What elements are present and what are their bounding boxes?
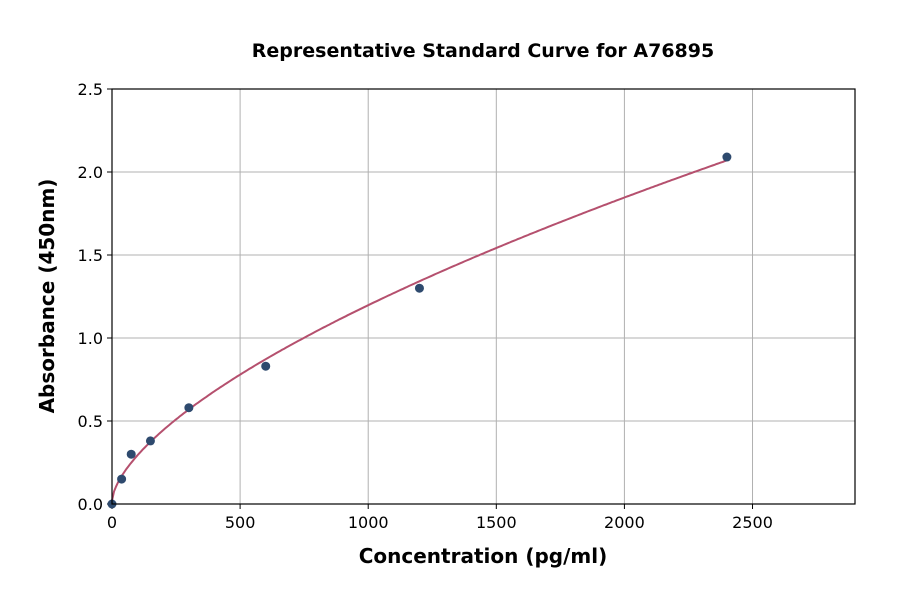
y-axis-label: Absorbance (450nm) <box>35 179 59 414</box>
data-point <box>261 361 271 371</box>
y-tick-label: 0.5 <box>78 412 103 431</box>
x-tick-label: 2500 <box>732 513 773 532</box>
x-tick-label: 500 <box>225 513 256 532</box>
plot-frame <box>111 88 856 505</box>
y-tick-label: 2.5 <box>78 80 103 99</box>
data-point <box>126 449 136 459</box>
data-point <box>117 474 127 484</box>
x-axis-label: Concentration (pg/ml) <box>359 544 608 568</box>
y-tick-label: 1.0 <box>78 329 103 348</box>
x-tick-label: 0 <box>107 513 117 532</box>
x-tick-label: 1000 <box>348 513 389 532</box>
chart-title: Representative Standard Curve for A76895 <box>252 40 714 62</box>
y-tick-label: 2.0 <box>78 163 103 182</box>
data-point <box>184 403 194 413</box>
data-point <box>414 283 424 293</box>
fit-curve <box>111 159 728 501</box>
y-tick-label: 0.0 <box>78 495 103 514</box>
x-tick-label: 2000 <box>604 513 645 532</box>
y-tick-label: 1.5 <box>78 246 103 265</box>
data-point <box>145 436 155 446</box>
x-tick-label: 1500 <box>476 513 517 532</box>
data-point <box>722 152 732 162</box>
